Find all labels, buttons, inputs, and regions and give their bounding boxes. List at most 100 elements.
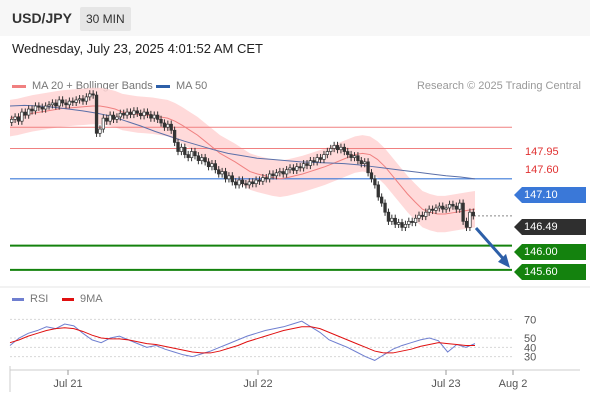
candle-body <box>47 104 51 107</box>
candle-body <box>16 116 21 122</box>
candle-body <box>322 154 326 160</box>
candle-body <box>98 128 102 134</box>
resistance-1-label: 147.60 <box>525 164 559 176</box>
candle-body <box>43 105 48 110</box>
legend-9ma-label: 9MA <box>80 293 103 305</box>
rsi-9ma-line <box>9 326 475 354</box>
forecast-arrow-shaft <box>474 227 508 263</box>
candle-body <box>200 157 204 161</box>
timestamp: Wednesday, July 23, 2025 4:01:52 AM CET <box>12 41 263 56</box>
candle-body <box>193 151 197 157</box>
candle-body <box>74 99 78 103</box>
rsi-tick-label: 40 <box>524 342 536 354</box>
ma50-line <box>9 104 476 180</box>
current-price-label: 146.49 <box>514 219 586 235</box>
legend-rsi: RSI <box>12 293 48 305</box>
candle-body <box>196 155 201 161</box>
candle-body <box>142 111 146 117</box>
candle-body <box>284 169 289 175</box>
candle-body <box>393 217 397 225</box>
support-2-label: 145.60 <box>514 264 586 280</box>
candle-body <box>33 105 38 112</box>
candle-body <box>427 208 431 213</box>
candle-body <box>244 183 248 186</box>
candle-body <box>369 172 374 180</box>
rsi-tick-label: 70 <box>524 314 536 326</box>
legend-ma50: MA 50 <box>156 80 207 92</box>
candle-body <box>132 110 136 115</box>
candle-body <box>254 179 258 185</box>
candle-body <box>471 211 475 217</box>
candle-body <box>88 93 92 98</box>
candle-body <box>332 145 336 149</box>
candle-body <box>441 205 445 210</box>
candle-body <box>407 220 411 225</box>
candle-body <box>23 111 27 116</box>
candle-body <box>346 151 350 155</box>
candle-body <box>139 112 143 117</box>
candle-body <box>67 100 72 106</box>
candle-body <box>410 220 414 223</box>
candle-body <box>152 114 156 119</box>
candle-body <box>315 157 319 163</box>
candle-body <box>400 222 404 228</box>
candle-body <box>318 157 323 160</box>
candle-body <box>468 211 472 228</box>
rsi-tick-label: 50 <box>524 333 536 345</box>
candle-body <box>458 202 462 210</box>
candle-body <box>30 108 34 112</box>
candle-body <box>183 146 187 155</box>
candle-body <box>247 181 251 186</box>
candle-body <box>264 177 268 180</box>
candle-body <box>274 172 279 177</box>
candle-body <box>447 203 452 209</box>
candle-body <box>220 171 224 175</box>
candle-body <box>84 96 89 102</box>
candle-body <box>335 145 340 151</box>
candle-body <box>13 116 17 120</box>
legend-ma20-bollinger: MA 20 + Bollinger Bands <box>12 80 153 92</box>
candle-body <box>396 222 401 225</box>
candle-body <box>359 160 363 165</box>
candle-body <box>149 114 153 119</box>
ma50-swatch <box>156 84 170 88</box>
candle-body <box>342 146 346 152</box>
research-credit: Research © 2025 Trading Central <box>416 80 581 92</box>
candle-body <box>223 171 228 180</box>
candle-body <box>434 207 438 211</box>
candle-body <box>380 196 384 204</box>
candle-body <box>451 203 455 207</box>
candle-body <box>305 163 309 166</box>
candle-body <box>169 123 173 131</box>
candle-body <box>217 169 221 175</box>
candle-body <box>298 166 302 169</box>
interval-badge[interactable]: 30 MIN <box>80 7 131 31</box>
candle-body <box>363 161 367 165</box>
candle-body <box>352 155 357 158</box>
candle-body <box>261 177 265 182</box>
candle-body <box>135 110 139 114</box>
candle-body <box>376 184 380 198</box>
candle-body <box>288 167 292 171</box>
currency-pair-title: USD/JPY <box>12 10 72 26</box>
candle-body <box>166 123 170 128</box>
candle-body <box>179 146 184 152</box>
candle-body <box>172 129 177 143</box>
candle-body <box>251 181 255 185</box>
candle-body <box>234 181 238 186</box>
candle-body <box>81 98 85 102</box>
candle-body <box>383 202 387 213</box>
candle-body <box>278 171 282 174</box>
candle-body <box>108 114 112 122</box>
candle-body <box>240 179 245 185</box>
rsi-swatch <box>12 297 24 301</box>
candle-body <box>91 93 95 96</box>
candle-body <box>189 151 194 158</box>
candle-body <box>437 205 442 209</box>
candle-body <box>186 154 190 158</box>
candle-body <box>349 154 353 158</box>
candle-body <box>281 171 285 175</box>
resistance-2-label: 147.95 <box>525 146 559 158</box>
candle-body <box>312 160 316 163</box>
